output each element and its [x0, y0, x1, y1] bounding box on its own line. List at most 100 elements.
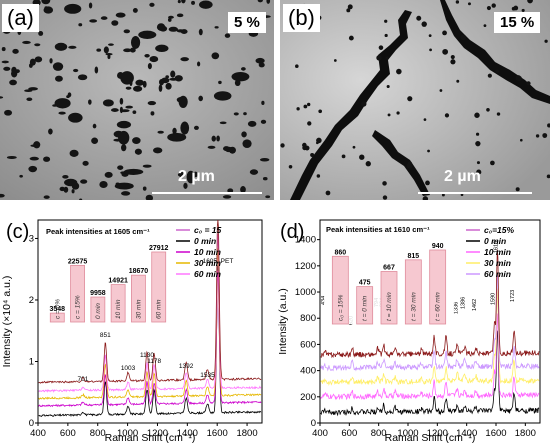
sem-pore [157, 130, 164, 134]
inset-bar [70, 264, 85, 323]
sem-pore [240, 186, 246, 194]
peak-label: 701 [78, 376, 89, 383]
inset-bar-value: 18670 [129, 268, 149, 275]
spectrum-line [38, 233, 262, 393]
sem-pore [526, 81, 531, 86]
inset-bar [429, 249, 447, 325]
sem-pore [55, 75, 63, 82]
spectrum-line [320, 273, 540, 372]
sem-pore [26, 97, 33, 102]
sem-pore [165, 82, 172, 90]
sem-pore [121, 191, 131, 196]
sem-pore [22, 40, 31, 44]
sem-pore [73, 68, 79, 73]
sem-pore [460, 193, 464, 197]
sem-pore [442, 30, 447, 36]
sem-texture-b [280, 0, 550, 200]
inset-bar-label: t = 10 min [386, 292, 393, 321]
sem-pore [11, 66, 17, 75]
sem-pore [318, 109, 323, 114]
sem-pore [144, 54, 150, 58]
sem-pore [130, 35, 141, 49]
sem-pore [54, 98, 71, 109]
sem-pore [387, 113, 391, 117]
sem-pore [94, 66, 99, 74]
sem-pore [153, 147, 163, 154]
legend-entry: 30 min [484, 258, 511, 268]
sem-pore [156, 23, 166, 31]
inset-bar [404, 259, 422, 325]
sem-pore [77, 74, 88, 81]
sem-pore [0, 193, 5, 198]
inset-bar [151, 251, 167, 323]
sem-pore [280, 143, 285, 148]
sem-pore [170, 70, 176, 78]
legend-entry: 60 min [484, 269, 511, 279]
sem-pore [68, 45, 77, 49]
sem-pore [133, 85, 143, 92]
sem-pore [176, 29, 185, 33]
sem-pore [58, 111, 66, 115]
panel-label: (d) [280, 221, 304, 243]
sem-pore [134, 148, 142, 155]
sem-pore [180, 57, 189, 62]
sem-pore [483, 24, 487, 28]
sem-pore [258, 62, 265, 68]
sem-pore [241, 131, 247, 138]
sem-crack [440, 0, 550, 104]
sem-pore [119, 97, 124, 105]
sem-pore [456, 79, 460, 83]
y-tick-label: 200 [300, 392, 316, 403]
sem-pore [475, 141, 481, 147]
sem-pore [296, 107, 300, 111]
sem-crack [372, 130, 430, 196]
inset-bar-label: 10 min [115, 299, 122, 319]
peak-label: 1610 [493, 241, 499, 253]
sem-pore [24, 89, 33, 93]
legend-entry: 0 min [484, 236, 506, 246]
sem-pore [168, 26, 179, 32]
sem-pore [6, 155, 17, 159]
sem-pore [476, 161, 480, 165]
sem-pore [242, 139, 252, 148]
peak-label: 1003 [121, 365, 136, 372]
peak-label: 1535 [200, 372, 215, 379]
sem-pore [442, 48, 449, 55]
sem-pore [416, 15, 422, 21]
x-tick-label: 1400 [177, 428, 198, 439]
sem-pore [407, 96, 413, 102]
y-tick-label: 3 [29, 233, 34, 244]
sem-pore [52, 62, 64, 71]
sem-pore [120, 71, 134, 85]
sem-pore [429, 48, 432, 52]
sem-pore [197, 61, 201, 67]
scale-bar-a [152, 192, 262, 194]
spectrum-line [38, 270, 262, 408]
spectrum-line [38, 248, 262, 400]
sem-pore [118, 130, 130, 145]
sem-pore [165, 75, 169, 79]
sem-pore [542, 133, 548, 138]
sem-pore [64, 3, 82, 14]
spectrum-line [320, 288, 540, 386]
sem-pore [12, 48, 19, 54]
y-tick-label: 600 [300, 339, 316, 350]
y-tick-label: 0 [29, 418, 34, 429]
sem-pore [333, 59, 337, 62]
x-tick-label: 1800 [515, 428, 536, 439]
spectrum-line [38, 219, 262, 384]
sem-pore [66, 95, 70, 99]
sem-image-b [280, 0, 550, 200]
inset-bar-value: 3548 [49, 306, 65, 313]
legend-entry: 10 min [484, 247, 511, 257]
sem-pore [91, 137, 99, 144]
sem-pore [121, 144, 127, 152]
inset-bar-label: t = 60 min [435, 292, 442, 321]
sem-pore [155, 44, 169, 53]
sem-pore [460, 34, 467, 41]
sem-pore [341, 154, 346, 159]
sem-pore [100, 16, 108, 20]
sem-pore [425, 180, 430, 186]
sem-pore [92, 123, 97, 129]
sem-pore [198, 0, 213, 9]
